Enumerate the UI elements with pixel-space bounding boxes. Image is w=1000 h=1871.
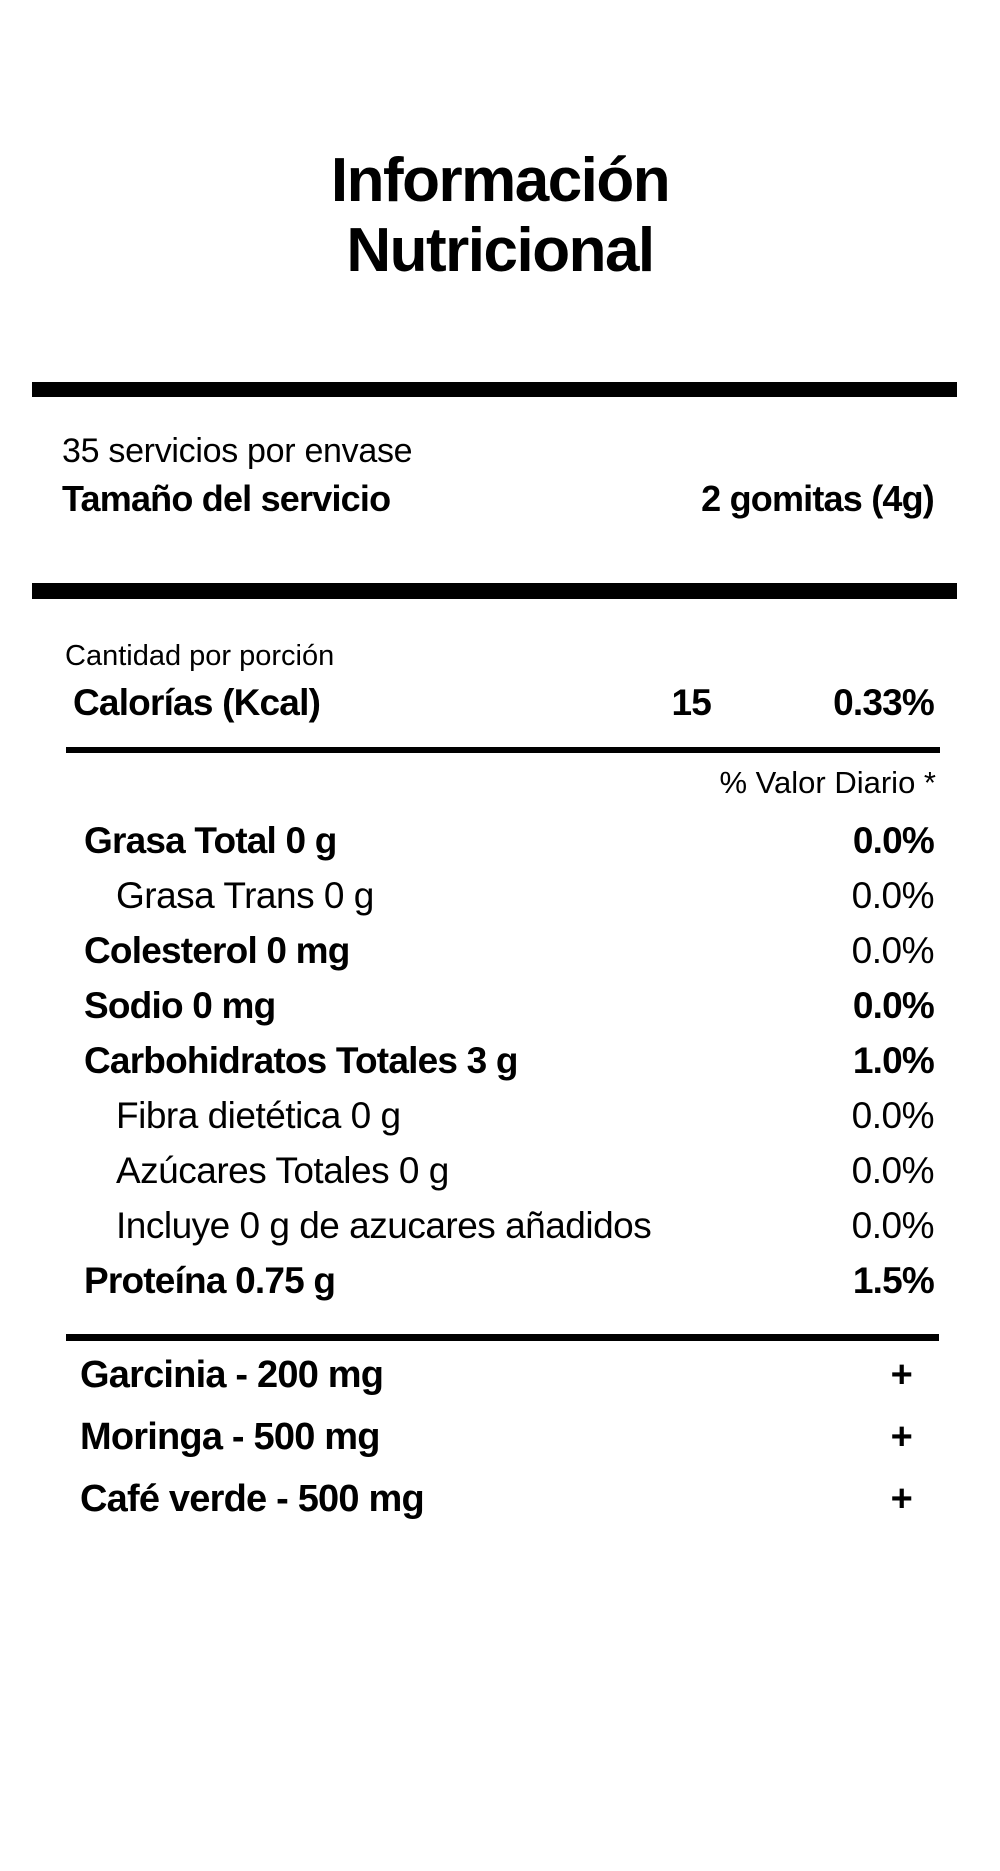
thick-divider-top: [32, 382, 957, 397]
nutrient-label: Incluye 0 g de azucares añadidos: [116, 1205, 652, 1246]
nutrient-row: Sodio 0 mg 0.0%: [32, 978, 957, 1033]
calories-daily-value: 0.33%: [833, 682, 935, 723]
supplement-label: Moringa - 500 mg: [80, 1416, 381, 1458]
nutrient-row: Fibra dietética 0 g 0.0%: [32, 1088, 957, 1143]
serving-size-value: 2 gomitas (4g): [701, 478, 935, 519]
nutrient-row: Grasa Trans 0 g 0.0%: [32, 868, 957, 923]
supplement-row: Moringa - 500 mg +: [32, 1406, 957, 1468]
nutrient-row: Carbohidratos Totales 3 g 1.0%: [32, 1033, 957, 1088]
supplement-row: Café verde - 500 mg +: [32, 1468, 957, 1530]
nutrient-daily-value: 1.0%: [852, 1040, 935, 1081]
supplement-plus-sign: +: [890, 1416, 913, 1458]
calories-row: Calorías (Kcal) 15 0.33%: [0, 679, 1000, 727]
nutrient-daily-value: 1.5%: [852, 1260, 935, 1301]
nutrient-label: Fibra dietética 0 g: [116, 1095, 401, 1136]
page-title: Información Nutricional: [0, 0, 1000, 286]
nutrient-row: Incluye 0 g de azucares añadidos 0.0%: [32, 1198, 957, 1253]
medium-divider-supplements: [66, 1334, 939, 1341]
nutrient-daily-value: 0.0%: [851, 1150, 935, 1191]
nutrient-daily-value: 0.0%: [852, 820, 935, 861]
supplement-plus-sign: +: [890, 1354, 913, 1396]
medium-divider-calories: [66, 747, 940, 753]
servings-per-container: 35 servicios por envase: [62, 432, 413, 470]
supplement-label: Café verde - 500 mg: [80, 1478, 425, 1520]
nutrient-label: Colesterol 0 mg: [84, 930, 350, 971]
daily-value-header: % Valor Diario *: [719, 765, 936, 800]
nutrient-label: Proteína 0.75 g: [84, 1260, 336, 1301]
nutrient-row: Grasa Total 0 g 0.0%: [32, 813, 957, 868]
nutrient-label: Azúcares Totales 0 g: [116, 1150, 449, 1191]
nutrient-row: Proteína 0.75 g 1.5%: [32, 1253, 957, 1308]
nutrient-label: Sodio 0 mg: [84, 985, 276, 1026]
nutrient-daily-value: 0.0%: [851, 875, 935, 916]
serving-size-label: Tamaño del servicio: [62, 478, 391, 519]
nutrient-label: Carbohidratos Totales 3 g: [84, 1040, 518, 1081]
page-title-line2: Nutricional: [346, 216, 655, 285]
nutrient-label: Grasa Trans 0 g: [116, 875, 374, 916]
nutrient-row: Azúcares Totales 0 g 0.0%: [32, 1143, 957, 1198]
serving-size-row: Tamaño del servicio 2 gomitas (4g): [0, 476, 1000, 522]
nutrients-section: Grasa Total 0 g 0.0% Grasa Trans 0 g 0.0% Co…: [32, 813, 957, 1308]
nutrient-daily-value: 0.0%: [851, 930, 935, 971]
calories-label: Calorías (Kcal): [73, 682, 321, 723]
nutrient-row: Colesterol 0 mg 0.0%: [32, 923, 957, 978]
thick-divider-mid: [32, 583, 957, 599]
supplements-section: Garcinia - 200 mg + Moringa - 500 mg + Café …: [32, 1344, 957, 1530]
supplement-row: Garcinia - 200 mg +: [32, 1344, 957, 1406]
supplement-label: Garcinia - 200 mg: [80, 1354, 384, 1396]
nutrient-label: Grasa Total 0 g: [84, 820, 337, 861]
nutrient-daily-value: 0.0%: [852, 985, 935, 1026]
nutrient-daily-value: 0.0%: [851, 1095, 935, 1136]
supplement-plus-sign: +: [890, 1478, 913, 1520]
nutrient-daily-value: 0.0%: [851, 1205, 935, 1246]
amount-per-serving-label: Cantidad por porción: [65, 640, 335, 672]
page-title-line1: Información: [330, 146, 671, 215]
calories-value: 15: [671, 682, 711, 723]
